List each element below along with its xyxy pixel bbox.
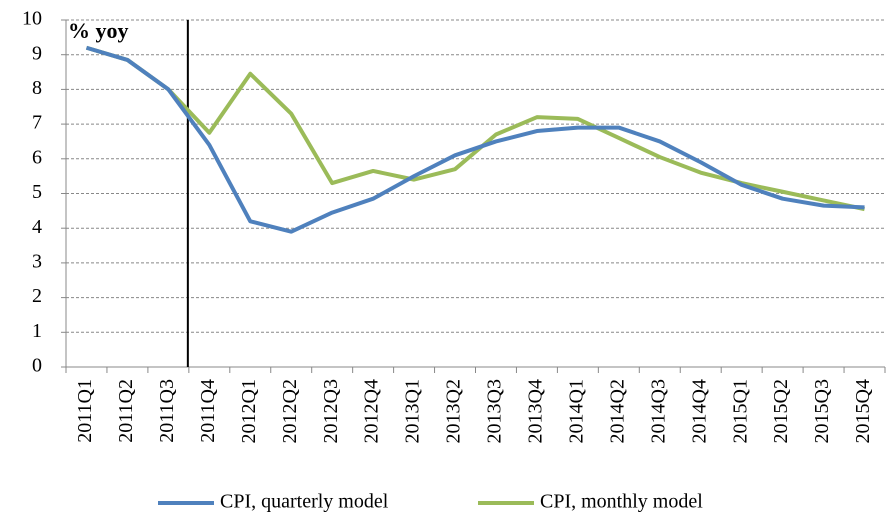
- x-tick-label: 2011Q4: [197, 379, 219, 443]
- x-tick-label: 2013Q2: [443, 379, 465, 443]
- x-tick-label: 2015Q3: [811, 379, 833, 443]
- x-tick-label: 2013Q1: [402, 379, 424, 443]
- x-tick-label: 2012Q2: [279, 379, 301, 443]
- y-tick-label: 0: [32, 355, 42, 377]
- y-tick-label: 2: [32, 285, 42, 307]
- y-tick-label: 5: [32, 181, 42, 203]
- y-tick-label: 8: [32, 77, 42, 99]
- legend-label: CPI, quarterly model: [220, 491, 389, 513]
- x-tick-label: 2015Q4: [852, 379, 874, 443]
- y-tick-label: 6: [32, 146, 42, 168]
- x-tick-label: 2014Q1: [565, 379, 587, 443]
- x-tick-label: 2014Q3: [647, 379, 669, 443]
- legend-label: CPI, monthly model: [540, 491, 703, 513]
- y-tick-label: 7: [32, 112, 42, 134]
- annotation: % yoy: [68, 18, 129, 43]
- y-tick-label: 3: [32, 250, 42, 272]
- x-tick-label: 2013Q4: [525, 379, 547, 443]
- x-tick-label: 2014Q4: [688, 379, 710, 443]
- y-tick-label: 10: [22, 8, 42, 30]
- series-line: [85, 45, 865, 234]
- x-tick-label: 2012Q1: [238, 379, 260, 443]
- y-tick-label: 9: [32, 42, 42, 64]
- x-tick-label: 2011Q2: [115, 379, 137, 443]
- x-tick-label: 2015Q2: [770, 379, 792, 443]
- x-tick-label: 2013Q3: [484, 379, 506, 443]
- x-tick-label: 2011Q1: [74, 379, 96, 443]
- x-tick-label: 2012Q3: [320, 379, 342, 443]
- x-tick-label: 2012Q4: [361, 379, 383, 443]
- x-tick-label: 2014Q2: [606, 379, 628, 443]
- x-tick-label: 2015Q1: [729, 379, 751, 443]
- x-tick-label: 2011Q3: [156, 379, 178, 443]
- y-tick-label: 1: [32, 320, 42, 342]
- y-tick-label: 4: [32, 216, 42, 238]
